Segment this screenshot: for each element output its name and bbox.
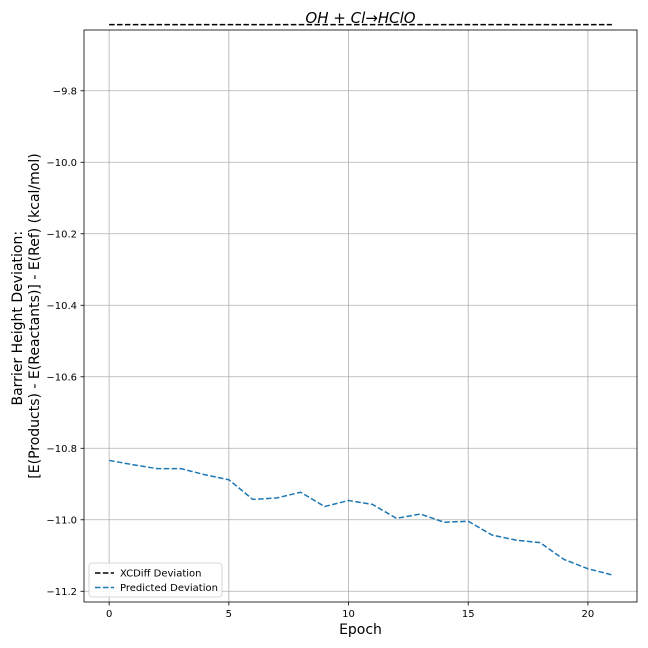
x-tick-label: 20 xyxy=(582,609,595,620)
y-tick-label: −10.4 xyxy=(46,301,77,312)
x-tick-label: 15 xyxy=(462,609,475,620)
plot-frame xyxy=(83,29,638,603)
x-tick-label: 10 xyxy=(342,609,355,620)
y-axis-label: Barrier Height Deviation: [E(Products) -… xyxy=(10,153,43,478)
y-tick-label: −10.6 xyxy=(46,372,77,383)
legend-label: Predicted Deviation xyxy=(120,583,218,594)
y-tick-label: −11.0 xyxy=(46,515,77,526)
y-tick-label: −9.8 xyxy=(53,86,77,97)
legend: XCDiff Deviation Predicted Deviation xyxy=(88,562,223,598)
x-tick-label: 0 xyxy=(106,609,112,620)
legend-label: XCDiff Deviation xyxy=(120,569,201,580)
y-tick-label: −10.8 xyxy=(46,444,77,455)
y-tick-label: −11.2 xyxy=(46,587,77,598)
y-axis-label-line-2: [E(Products) - E(Reactants)] - E(Ref) (k… xyxy=(27,153,43,478)
x-axis-label: Epoch xyxy=(339,622,382,638)
legend-box xyxy=(88,562,223,598)
grid xyxy=(84,30,637,602)
series-line xyxy=(109,459,613,576)
x-tick-label: 5 xyxy=(226,609,232,620)
series-layer xyxy=(109,23,613,576)
ticks: 0 5 10 15 20 −9.8 −10.0 −10.2 −10.4 −10.6 −10.8 −11… xyxy=(46,86,594,620)
y-tick-label: −10.2 xyxy=(46,229,77,240)
y-tick-label: −10.0 xyxy=(46,158,77,169)
chart-title: OH + Cl→HClO xyxy=(305,9,415,27)
y-axis-label-line-1: Barrier Height Deviation: xyxy=(10,231,26,406)
